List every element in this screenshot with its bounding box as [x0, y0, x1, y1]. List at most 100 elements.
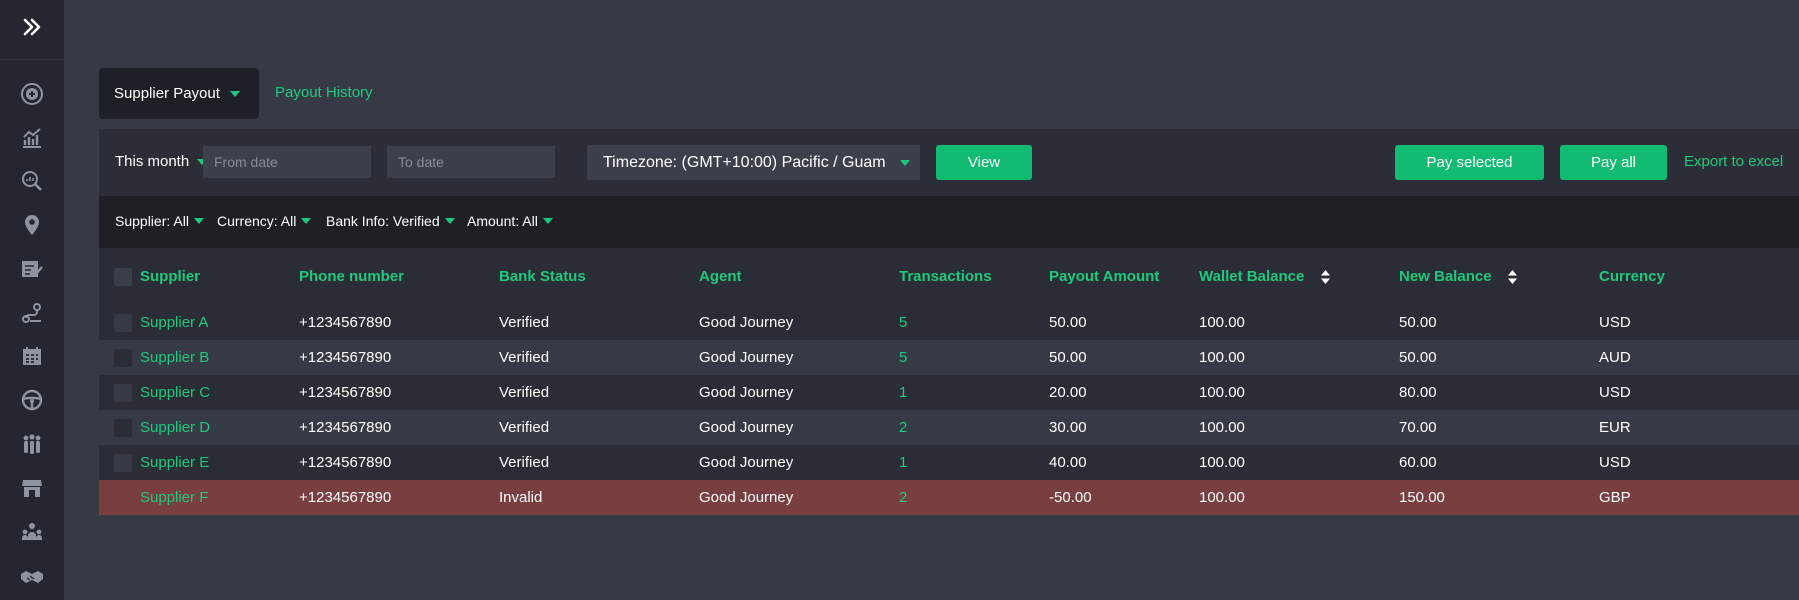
currency-cell: USD [1599, 454, 1631, 471]
agent-cell: Good Journey [699, 489, 794, 506]
tab-supplier-payout[interactable]: Supplier Payout [99, 68, 259, 119]
bank-status-cell: Verified [499, 454, 550, 471]
column-header-transactions: Transactions [899, 268, 992, 285]
table-row[interactable]: Supplier A +1234567890 Verified Good Jou… [99, 305, 1799, 340]
supplier-filter[interactable]: Supplier: All [115, 213, 204, 229]
column-header-phone: Phone number [299, 268, 405, 285]
row-checkbox[interactable] [114, 348, 132, 367]
caret-down-icon [444, 218, 455, 224]
new-balance-cell: 50.00 [1399, 314, 1437, 331]
store-icon[interactable] [18, 474, 46, 502]
column-header-payout-amount: Payout Amount [1049, 268, 1160, 285]
agents-icon[interactable] [18, 517, 46, 545]
location-pin-icon[interactable] [18, 211, 46, 239]
caret-down-icon [197, 158, 208, 165]
amount-filter[interactable]: Amount: All [467, 213, 553, 229]
currency-cell: EUR [1599, 419, 1631, 436]
phone-cell: +1234567890 [299, 349, 392, 366]
transactions-link[interactable]: 1 [899, 384, 908, 401]
to-date-input[interactable] [387, 146, 555, 178]
sort-icon[interactable] [1320, 270, 1330, 285]
transactions-link[interactable]: 1 [899, 454, 908, 471]
wallet-balance-cell: 100.00 [1199, 384, 1245, 401]
period-dropdown[interactable]: This month [115, 153, 208, 170]
column-header-supplier[interactable]: Supplier [99, 248, 299, 305]
caret-down-icon [899, 159, 910, 166]
sidebar-toggle-button[interactable] [0, 0, 64, 60]
row-checkbox[interactable] [114, 383, 132, 402]
add-circle-icon[interactable] [18, 80, 46, 108]
transactions-link[interactable]: 2 [899, 489, 908, 506]
export-to-excel-link[interactable]: Export to excel [1684, 153, 1784, 170]
steering-wheel-icon[interactable] [18, 386, 46, 414]
table-header-row: Supplier Phone number Bank Status Agent … [99, 248, 1799, 305]
transactions-link[interactable]: 2 [899, 419, 908, 436]
caret-down-icon [193, 218, 204, 224]
timezone-dropdown[interactable]: Timezone: (GMT+10:00) Pacific / Guam [587, 145, 920, 180]
team-icon[interactable] [18, 430, 46, 458]
row-checkbox[interactable] [114, 313, 132, 332]
pay-all-button[interactable]: Pay all [1560, 145, 1667, 180]
search-report-icon[interactable] [18, 167, 46, 195]
analytics-icon[interactable] [18, 124, 46, 152]
handshake-icon[interactable] [18, 563, 46, 591]
view-button[interactable]: View [936, 145, 1032, 180]
bank-status-cell: Verified [499, 384, 550, 401]
supplier-link[interactable]: Supplier A [140, 314, 209, 331]
wallet-balance-cell: 100.00 [1199, 489, 1245, 506]
transactions-link[interactable]: 5 [899, 314, 908, 331]
transactions-link[interactable]: 5 [899, 349, 908, 366]
row-checkbox[interactable] [114, 418, 132, 437]
table-row[interactable]: Supplier C +1234567890 Verified Good Jou… [99, 375, 1799, 410]
payout-amount-cell: 30.00 [1049, 419, 1087, 436]
wallet-balance-cell: 100.00 [1199, 349, 1245, 366]
currency-filter-label: Currency: All [217, 213, 297, 229]
row-checkbox[interactable] [114, 453, 132, 472]
payout-table: Supplier Phone number Bank Status Agent … [99, 248, 1799, 515]
table-row[interactable]: Supplier D +1234567890 Verified Good Jou… [99, 410, 1799, 445]
supplier-link[interactable]: Supplier F [140, 489, 209, 506]
supplier-link[interactable]: Supplier E [140, 454, 210, 471]
select-all-checkbox[interactable] [114, 267, 132, 286]
column-header-bank-status: Bank Status [499, 268, 586, 285]
agent-cell: Good Journey [699, 349, 794, 366]
pay-selected-button[interactable]: Pay selected [1395, 145, 1544, 180]
calendar-icon[interactable] [18, 342, 46, 370]
new-balance-cell: 80.00 [1399, 384, 1437, 401]
from-date-input[interactable] [203, 146, 371, 178]
amount-filter-label: Amount: All [467, 213, 538, 229]
column-header-label: Supplier [140, 268, 201, 285]
bank-status-cell: Verified [499, 314, 550, 331]
column-header-new-balance[interactable]: New Balance [1399, 248, 1599, 305]
period-label: This month [115, 153, 190, 170]
sidebar [0, 0, 64, 600]
agent-cell: Good Journey [699, 314, 794, 331]
task-list-icon[interactable] [18, 255, 46, 283]
table-row-invalid[interactable]: Supplier F +1234567890 Invalid Good Jour… [99, 480, 1799, 515]
sort-icon[interactable] [1507, 270, 1517, 285]
tab-payout-history[interactable]: Payout History [275, 84, 373, 101]
currency-cell: GBP [1599, 489, 1631, 506]
currency-cell: AUD [1599, 349, 1631, 366]
route-icon[interactable] [18, 299, 46, 327]
supplier-link[interactable]: Supplier C [140, 384, 211, 401]
filter-bar: Supplier: All Currency: All Bank Info: V… [99, 196, 1799, 248]
table-row[interactable]: Supplier B +1234567890 Verified Good Jou… [99, 340, 1799, 375]
bank-info-filter[interactable]: Bank Info: Verified [326, 213, 455, 229]
payout-amount-cell: 50.00 [1049, 349, 1087, 366]
payout-amount-cell: 40.00 [1049, 454, 1087, 471]
currency-filter[interactable]: Currency: All [217, 213, 312, 229]
supplier-link[interactable]: Supplier D [140, 419, 211, 436]
bank-info-filter-label: Bank Info: Verified [326, 213, 440, 229]
supplier-link[interactable]: Supplier B [140, 349, 210, 366]
table-row[interactable]: Supplier E +1234567890 Verified Good Jou… [99, 445, 1799, 480]
new-balance-cell: 50.00 [1399, 349, 1437, 366]
currency-cell: USD [1599, 384, 1631, 401]
new-balance-cell: 150.00 [1399, 489, 1445, 506]
column-header-wallet-balance[interactable]: Wallet Balance [1199, 248, 1399, 305]
caret-down-icon [542, 218, 553, 224]
new-balance-cell: 60.00 [1399, 454, 1437, 471]
main-content: Supplier Payout Payout History This mont… [64, 0, 1799, 600]
phone-cell: +1234567890 [299, 314, 392, 331]
supplier-filter-label: Supplier: All [115, 213, 189, 229]
